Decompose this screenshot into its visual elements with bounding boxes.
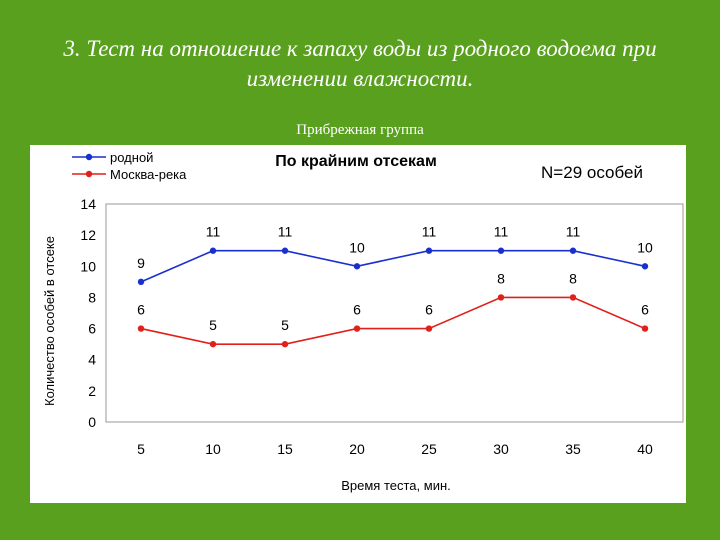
x-tick-label: 40	[637, 441, 653, 457]
x-tick-label: 10	[205, 441, 221, 457]
x-axis-label: Время теста, мин.	[341, 478, 451, 493]
legend-marker-1	[85, 153, 93, 161]
data-point	[569, 247, 577, 254]
data-point	[569, 294, 577, 301]
y-axis-ticks: 0 2 4 6 8 10 12 14	[80, 196, 96, 430]
x-tick-label: 15	[277, 441, 293, 457]
data-point	[353, 325, 361, 332]
data-point	[209, 340, 217, 348]
chart-title: По крайним отсекам	[275, 153, 437, 170]
data-label: 8	[497, 270, 505, 286]
x-tick-label: 35	[565, 441, 581, 457]
slide-title: 3. Тест на отношение к запаху воды из ро…	[0, 34, 720, 94]
data-point	[497, 294, 505, 301]
y-tick-label: 2	[88, 383, 96, 399]
series-line-2	[140, 296, 646, 345]
y-tick-label: 14	[80, 196, 96, 212]
y-tick-label: 8	[88, 289, 96, 305]
data-point	[137, 278, 145, 286]
slide-title-line-2: изменении влажности.	[246, 66, 474, 91]
y-axis-label: Количество особей в отсеке	[42, 236, 57, 406]
data-label: 11	[422, 224, 437, 240]
y-tick-label: 12	[80, 227, 96, 243]
line-chart: родной Москва-река По крайним отсекам N=2…	[42, 150, 684, 493]
data-point	[281, 340, 289, 348]
legend-label-1: родной	[110, 150, 153, 165]
data-label: 5	[281, 317, 289, 333]
data-point	[209, 247, 217, 254]
data-point	[137, 325, 145, 332]
data-label: 6	[641, 302, 649, 318]
data-label: 11	[566, 224, 581, 240]
data-label: 11	[278, 224, 293, 240]
y-tick-label: 10	[80, 258, 96, 274]
slide-title-line-1: 3. Тест на отношение к запаху воды из ро…	[63, 36, 657, 61]
data-point	[641, 263, 649, 270]
data-point	[425, 325, 433, 332]
x-tick-label: 25	[421, 441, 437, 457]
x-tick-label: 30	[493, 441, 509, 457]
data-label: 8	[569, 270, 577, 286]
y-tick-label: 6	[88, 321, 96, 337]
series-line-1	[140, 249, 646, 283]
sample-size-annotation: N=29 особей	[541, 163, 643, 182]
data-point	[641, 325, 649, 332]
chart-panel: родной Москва-река По крайним отсекам N=2…	[30, 145, 686, 503]
data-label: 6	[353, 302, 361, 318]
series-group: 9 11 11 10 11 11 11 10 6 5 5 6 6 8 8 6	[137, 224, 653, 348]
x-tick-label: 20	[349, 441, 365, 457]
legend: родной Москва-река	[72, 150, 187, 182]
data-point	[281, 247, 289, 254]
data-point	[497, 247, 505, 254]
data-label: 9	[137, 255, 145, 271]
y-tick-label: 0	[88, 414, 96, 430]
data-point	[425, 247, 433, 254]
x-axis-ticks: 5 10 15 20 25 30 35 40	[137, 441, 653, 457]
data-label: 11	[206, 224, 221, 240]
y-tick-label: 4	[88, 352, 96, 368]
legend-label-2: Москва-река	[110, 167, 187, 182]
slide-subtitle: Прибрежная группа	[296, 122, 424, 138]
data-label: 6	[425, 302, 433, 318]
data-point	[353, 263, 361, 270]
data-label: 5	[209, 317, 217, 333]
x-tick-label: 5	[137, 441, 145, 457]
data-label: 10	[637, 239, 653, 255]
data-label: 11	[494, 224, 509, 240]
data-label: 6	[137, 302, 145, 318]
plot-area	[105, 203, 684, 423]
data-label: 10	[349, 239, 365, 255]
legend-marker-2	[85, 170, 93, 178]
